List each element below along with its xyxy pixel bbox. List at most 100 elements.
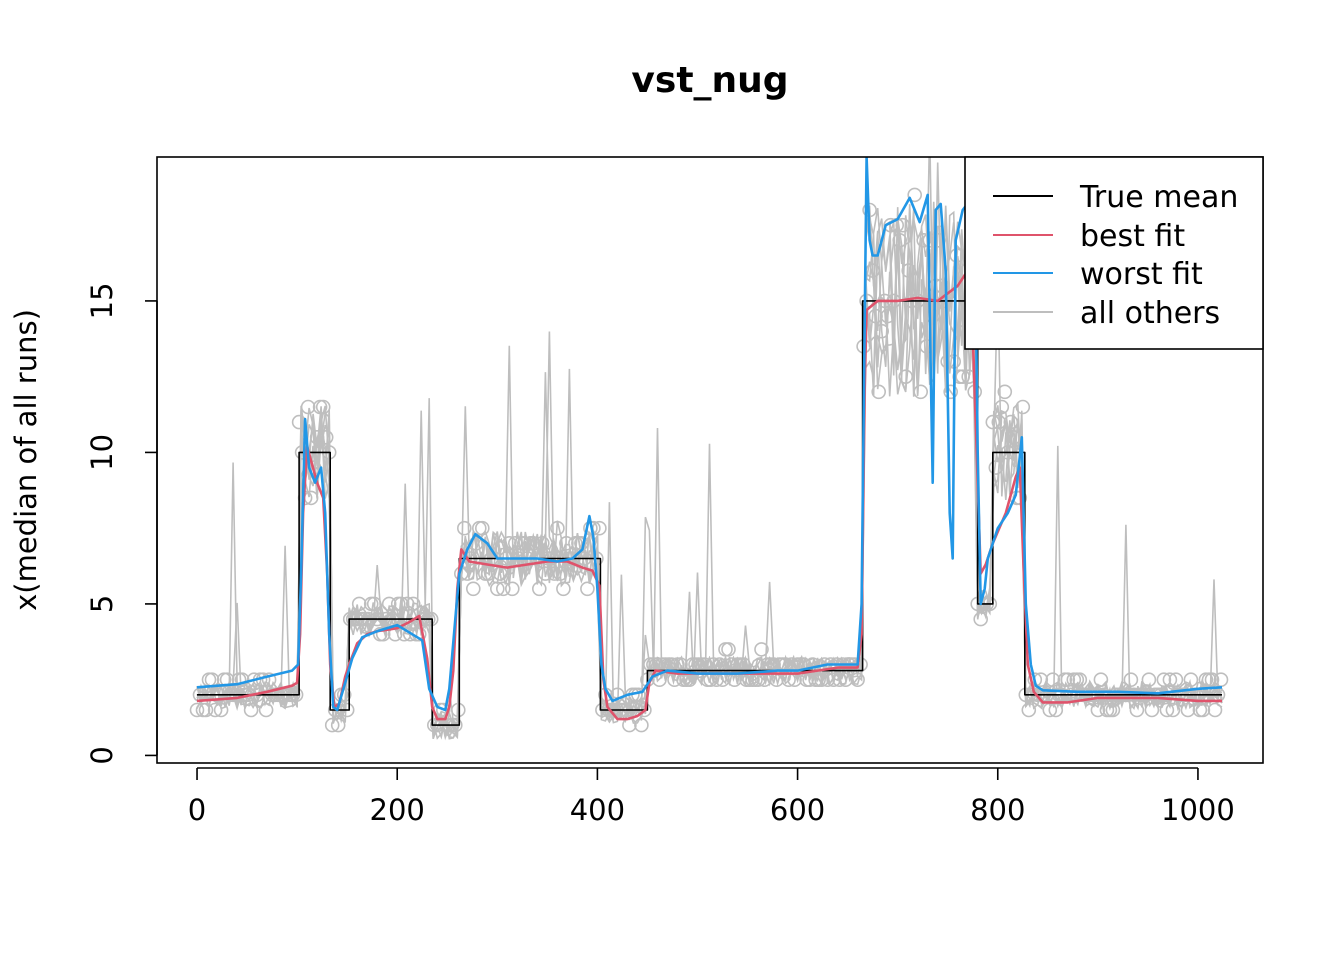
observation-point <box>913 384 929 400</box>
observation-point <box>243 702 259 718</box>
observation-point <box>456 520 472 536</box>
best-fit-line <box>196 266 1222 721</box>
observation-point <box>1105 702 1121 718</box>
observation-point <box>366 596 382 612</box>
legend-label-all-others: all others <box>1080 296 1220 331</box>
observation-point <box>883 217 899 233</box>
observation-point <box>189 702 205 718</box>
observation-point <box>1015 399 1031 415</box>
observation-point <box>718 642 733 657</box>
observation-point <box>501 535 517 551</box>
observation-point <box>309 429 325 445</box>
y-tick-label: 15 <box>85 282 119 319</box>
observation-point <box>246 672 262 688</box>
plot-frame <box>156 156 1264 764</box>
observation-point <box>550 520 565 536</box>
observation-point <box>931 233 947 248</box>
observation-point <box>1060 672 1076 688</box>
observation-point <box>375 626 391 642</box>
worst-fit-line <box>196 157 1223 712</box>
observation-point <box>892 233 908 248</box>
legend-label-true-mean: True mean <box>1079 180 1238 215</box>
x-tick-label: 0 <box>188 793 206 827</box>
observation-point <box>1003 414 1019 430</box>
observation-point <box>721 642 736 657</box>
observation-point <box>997 384 1013 400</box>
observation-point <box>838 672 853 688</box>
y-tick-label: 0 <box>85 746 119 764</box>
observation-point <box>531 581 547 597</box>
observation-point <box>330 717 346 733</box>
observation-point <box>198 702 214 718</box>
x-tick-label: 400 <box>570 793 625 827</box>
observation-point <box>495 581 511 597</box>
observation-point <box>901 263 917 278</box>
observation-point <box>489 581 505 597</box>
observation-point <box>480 566 496 581</box>
observation-point <box>258 702 274 718</box>
observation-point <box>471 520 487 536</box>
x-tick-label: 200 <box>370 793 425 827</box>
observation-point <box>1201 672 1217 688</box>
observation-point <box>315 399 331 415</box>
observation-point <box>826 672 841 688</box>
axes: 0 200 400 600 800 1000 0 5 10 15 <box>85 282 1235 827</box>
observation-point <box>925 308 941 324</box>
observation-point <box>538 566 553 581</box>
observation-point <box>525 535 541 551</box>
observation-point <box>580 581 595 597</box>
observation-point <box>868 308 883 324</box>
observation-point <box>351 596 367 612</box>
observation-point <box>988 460 1004 475</box>
observation-point <box>895 217 911 233</box>
observation-point <box>234 672 250 688</box>
observation-point <box>1129 702 1145 718</box>
observation-point <box>814 672 829 688</box>
observation-point <box>1021 702 1037 718</box>
observation-point <box>1156 672 1172 688</box>
observation-point <box>916 233 932 248</box>
legend-label-worst-fit: worst fit <box>1080 257 1203 292</box>
observation-point <box>559 535 574 551</box>
observation-point <box>1123 672 1139 688</box>
observation-point <box>871 384 887 400</box>
y-tick-label: 10 <box>85 434 119 471</box>
observation-point <box>1180 702 1196 718</box>
observation-point <box>1159 702 1175 718</box>
observation-point <box>1168 672 1184 688</box>
observation-point <box>381 596 397 612</box>
observation-point <box>1144 702 1160 718</box>
observation-point <box>534 535 550 551</box>
observation-point <box>832 672 847 688</box>
observation-point <box>516 535 532 551</box>
observation-point <box>405 596 421 612</box>
observation-point <box>553 566 568 581</box>
observation-point <box>450 702 466 718</box>
observation-point <box>1162 672 1178 688</box>
chart-title: vst_nug <box>631 60 788 101</box>
observation-point <box>874 323 890 339</box>
observation-point <box>435 702 451 718</box>
observation-point <box>1195 702 1211 718</box>
observation-point <box>880 308 896 324</box>
observation-point <box>610 687 625 703</box>
observation-point <box>465 581 481 597</box>
legend-label-best-fit: best fit <box>1080 219 1185 254</box>
observation-point <box>991 414 1007 430</box>
observation-point <box>324 717 340 733</box>
observation-point <box>943 384 959 400</box>
observation-point <box>363 596 379 612</box>
observation-point <box>802 672 817 688</box>
observation-point <box>1165 702 1181 718</box>
observation-point <box>318 429 334 445</box>
observation-point <box>1183 672 1199 688</box>
observation-point <box>1045 672 1061 688</box>
observation-point <box>1207 702 1223 718</box>
observation-point <box>1090 702 1106 718</box>
observation-point <box>213 702 229 718</box>
observation-point <box>994 399 1010 415</box>
observation-point <box>1213 672 1229 688</box>
observation-point <box>207 702 223 718</box>
observation-point <box>556 581 571 597</box>
